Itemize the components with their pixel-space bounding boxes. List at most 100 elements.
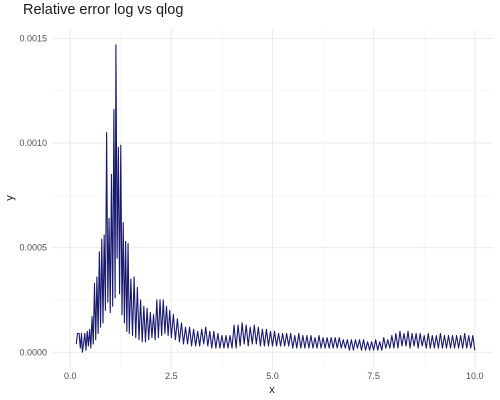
x-axis-title: x [269, 384, 275, 396]
data-point [153, 314, 154, 315]
data-point [328, 347, 330, 349]
data-point [472, 335, 474, 336]
data-point [371, 341, 372, 343]
data-point [106, 132, 107, 133]
data-point [223, 347, 225, 349]
data-point [294, 335, 296, 336]
data-point [225, 335, 227, 336]
data-point [347, 339, 348, 341]
data-point [83, 343, 84, 345]
data-point [203, 343, 205, 345]
y-axis-ticks: 0.0000 0.0005 0.0010 0.0015 [19, 33, 47, 357]
data-point [191, 345, 192, 347]
data-point [401, 345, 403, 347]
data-point [195, 345, 196, 347]
data-point [167, 335, 169, 336]
data-point [140, 299, 141, 301]
data-point [219, 347, 221, 349]
data-point [379, 341, 381, 343]
data-point [235, 347, 237, 349]
data-point [100, 326, 101, 328]
data-point [245, 324, 247, 326]
chart-title: Relative error log vs qlog [23, 2, 184, 18]
data-point [334, 337, 336, 338]
data-point [266, 328, 267, 330]
x-tick-label: 5.0 [266, 371, 279, 381]
data-point [395, 333, 397, 334]
data-point [115, 44, 117, 46]
data-point [393, 347, 395, 349]
y-tick-label: 0.0010 [19, 138, 47, 148]
data-point [304, 347, 306, 349]
data-point [86, 331, 88, 332]
data-point [381, 349, 383, 351]
data-point [474, 349, 476, 351]
data-point [88, 345, 89, 347]
data-point [78, 333, 80, 334]
data-point [185, 326, 186, 328]
data-point [122, 222, 124, 223]
data-point [427, 333, 429, 334]
data-point [282, 333, 283, 334]
data-point [345, 347, 346, 349]
data-point [94, 282, 95, 284]
data-point [462, 347, 463, 349]
data-point [145, 341, 146, 343]
data-point [351, 339, 352, 341]
data-point [95, 339, 96, 341]
data-point [102, 322, 104, 324]
data-point [340, 347, 342, 349]
major-grid [52, 28, 493, 369]
data-point [199, 345, 200, 347]
data-point [375, 339, 376, 341]
data-point [330, 337, 332, 338]
data-point [164, 333, 166, 334]
data-point [470, 347, 472, 349]
data-point [338, 337, 340, 338]
data-point [150, 312, 151, 313]
data-point [121, 314, 123, 315]
data-point [411, 333, 413, 334]
data-point [260, 345, 261, 347]
data-point [385, 347, 387, 349]
data-point [308, 347, 310, 349]
series-layer [75, 44, 476, 353]
data-point [193, 328, 194, 330]
data-point [112, 305, 113, 307]
data-point [143, 305, 145, 307]
data-point [363, 339, 364, 341]
data-point [201, 328, 202, 330]
data-point [107, 301, 109, 303]
data-point [197, 331, 198, 332]
data-point [324, 347, 326, 349]
data-point [312, 347, 314, 349]
data-point [113, 109, 115, 110]
data-point [367, 341, 368, 343]
data-point [274, 331, 275, 332]
data-point [450, 347, 451, 349]
data-point [253, 324, 255, 326]
data-point [227, 347, 229, 349]
data-point [237, 324, 239, 326]
data-point [213, 331, 215, 332]
data-point [452, 335, 453, 336]
data-point [221, 335, 223, 336]
data-point [423, 335, 425, 336]
data-point [127, 243, 129, 244]
data-point [231, 347, 233, 349]
data-point [322, 337, 324, 338]
data-point [448, 335, 449, 336]
data-point [425, 347, 427, 349]
data-point [262, 328, 263, 330]
data-point [343, 339, 344, 341]
data-point [468, 335, 470, 336]
data-point [432, 335, 433, 336]
data-point [284, 345, 285, 347]
data-point [116, 257, 118, 259]
data-point [158, 337, 159, 338]
data-point [148, 339, 149, 341]
data-point [421, 345, 423, 347]
data-point [436, 335, 437, 336]
data-point [146, 308, 148, 309]
